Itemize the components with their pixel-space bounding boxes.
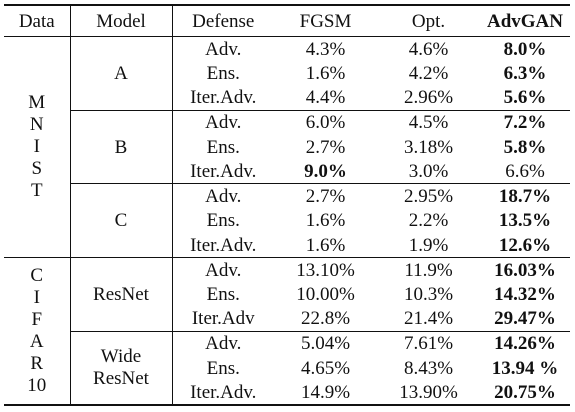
advgan-cell: 16.03% <box>480 257 570 283</box>
opt-cell: 2.95% <box>377 183 480 209</box>
table-row: C I F A R 10 ResNet Adv. 13.10% 11.9% 16… <box>4 257 570 405</box>
header-model: Model <box>70 5 173 37</box>
defense-cell: Ens. <box>206 283 240 305</box>
defense-cell: Ens. <box>206 357 240 379</box>
advgan-cell: 7.2% <box>480 109 570 135</box>
table-row: Ens. 2.7% 3.18% 5.8% <box>4 135 570 160</box>
fgsm-cell: 13.10% <box>274 257 377 283</box>
defense-cell: Adv. <box>172 109 274 135</box>
opt-cell: 4.6% <box>408 38 449 60</box>
fgsm-cell: 2.7% <box>274 183 377 209</box>
table-row: Ens. 4.65% 8.43% 13.94 % <box>4 356 570 381</box>
defense-cell: Ens. <box>206 136 240 158</box>
advgan-cell: 6.6% <box>505 160 545 182</box>
model-label: A <box>70 36 173 111</box>
fgsm-cell: 9.0% <box>304 160 347 182</box>
defense-cell: Iter.Adv. <box>190 381 257 403</box>
opt-cell: 1.9% <box>408 234 449 256</box>
fgsm-cell: 1.6% <box>305 62 346 84</box>
opt-cell: 11.9% <box>377 257 480 283</box>
table-row: Ens. 1.6% 4.2% 6.3% <box>4 61 570 86</box>
header-data: Data <box>4 5 71 37</box>
defense-cell: Ens. <box>206 210 240 232</box>
table-row: Iter.Adv. 4.4% 2.96% 5.6% <box>4 86 570 111</box>
fgsm-cell: 1.6% <box>305 234 346 256</box>
opt-cell: 3.18% <box>403 136 454 158</box>
advgan-cell: 6.3% <box>503 62 547 84</box>
opt-cell: 3.0% <box>408 160 449 182</box>
fgsm-cell: 14.9% <box>300 381 351 403</box>
defense-cell: Ens. <box>206 62 240 84</box>
table-row: C Adv. 2.7% 2.95% 18.7% <box>4 183 570 258</box>
advgan-cell: 5.6% <box>503 87 547 109</box>
opt-cell: 13.90% <box>399 381 458 403</box>
advgan-cell: 14.32% <box>494 283 556 305</box>
opt-cell: 10.3% <box>403 283 454 305</box>
defense-cell: Iter.Adv. <box>190 160 257 182</box>
opt-cell: 7.61% <box>377 330 480 356</box>
fgsm-cell: 6.0% <box>274 109 377 135</box>
defense-cell: Iter.Adv. <box>190 234 257 256</box>
advgan-cell: 13.5% <box>498 210 552 232</box>
table-row: Iter.Adv. 9.0% 3.0% 6.6% <box>4 159 570 184</box>
opt-cell: 8.43% <box>403 357 454 379</box>
defense-cell: Iter.Adv <box>191 308 255 330</box>
defense-cell: Iter.Adv. <box>190 87 257 109</box>
results-table: Data Model Defense FGSM Opt. AdvGAN M N … <box>4 4 570 406</box>
fgsm-cell: 4.4% <box>305 87 346 109</box>
opt-cell: 21.4% <box>403 308 454 330</box>
model-label: Wide ResNet <box>70 330 173 405</box>
model-label: C <box>70 183 173 258</box>
table-row: Wide ResNet Adv. 5.04% 7.61% 14.26% <box>4 330 570 405</box>
table-row: Iter.Adv. 1.6% 1.9% 12.6% <box>4 233 570 258</box>
defense-cell: Adv. <box>172 330 274 356</box>
advgan-cell: 29.47% <box>494 308 556 330</box>
opt-cell: 2.2% <box>408 210 449 232</box>
opt-cell: 2.96% <box>403 87 454 109</box>
table-row: M N I S T A Adv. 4.3% 4.6% 8.0% <box>4 36 570 258</box>
advgan-cell: 18.7% <box>480 183 570 209</box>
table-row: Iter.Adv. 14.9% 13.90% 20.75% <box>4 380 570 405</box>
advgan-cell: 14.26% <box>480 330 570 356</box>
table-row: Ens. 10.00% 10.3% 14.32% <box>4 282 570 307</box>
model-label: B <box>70 109 173 184</box>
advgan-cell: 13.94 % <box>491 357 559 379</box>
defense-cell: Adv. <box>172 257 274 283</box>
fgsm-cell: 2.7% <box>305 136 346 158</box>
advgan-cell: 5.8% <box>503 136 547 158</box>
fgsm-cell: 22.8% <box>300 308 351 330</box>
data-label-mnist: M N I S T <box>4 36 71 258</box>
fgsm-cell: 4.65% <box>300 357 351 379</box>
table-row: Ens. 1.6% 2.2% 13.5% <box>4 208 570 233</box>
opt-cell: 4.5% <box>377 109 480 135</box>
header-opt: Opt. <box>377 5 480 37</box>
table-row: B Adv. 6.0% 4.5% 7.2% <box>4 109 570 184</box>
model-label: ResNet <box>70 257 173 332</box>
fgsm-cell: 1.6% <box>305 210 346 232</box>
header-defense: Defense <box>172 5 274 37</box>
advgan-cell: 12.6% <box>498 234 552 256</box>
fgsm-cell: 5.04% <box>274 330 377 356</box>
defense-cell: Adv. <box>172 183 274 209</box>
header-row: Data Model Defense FGSM Opt. AdvGAN <box>4 5 570 37</box>
defense-cell: Adv. <box>205 38 242 60</box>
opt-cell: 4.2% <box>408 62 449 84</box>
data-label-cifar10: C I F A R 10 <box>4 257 71 405</box>
header-fgsm: FGSM <box>274 5 377 37</box>
advgan-cell: 8.0% <box>503 38 547 60</box>
fgsm-cell: 4.3% <box>305 38 346 60</box>
table-row: Iter.Adv 22.8% 21.4% 29.47% <box>4 307 570 332</box>
advgan-cell: 20.75% <box>494 381 556 403</box>
header-advgan: AdvGAN <box>480 5 570 37</box>
fgsm-cell: 10.00% <box>296 283 355 305</box>
